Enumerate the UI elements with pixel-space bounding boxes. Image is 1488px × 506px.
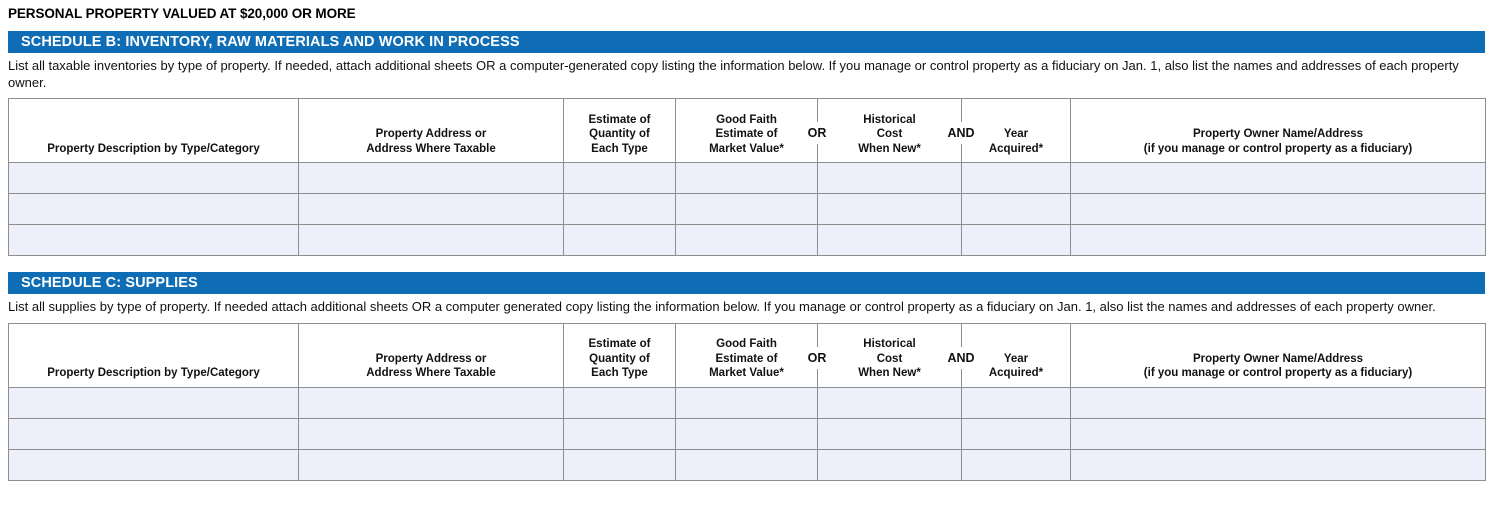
table-cell [563,162,676,194]
header-row: Property Description by Type/Category Pr… [8,98,1486,163]
table-cell [8,386,299,419]
table-cell [675,417,818,450]
table-cell [817,224,962,256]
table-cell [675,448,818,481]
table-cell [1070,417,1486,450]
table-cell [1070,162,1486,194]
table-row [8,386,1486,419]
schedule-b-table: Property Description by Type/Category Pr… [8,98,1486,256]
column-header-year-acquired: Year Acquired* [961,98,1071,163]
table-row [8,448,1486,481]
table-cell [8,193,299,225]
column-header-historical-cost: Historical Cost When New* [817,322,962,388]
table-cell [1070,448,1486,481]
table-cell [298,162,564,194]
schedule-b-header-bar: SCHEDULE B: INVENTORY, RAW MATERIALS AND… [8,31,1485,53]
table-cell [298,224,564,256]
table-cell [675,162,818,194]
column-header-property-description: Property Description by Type/Category [8,98,299,163]
schedule-c-table-wrap: Property Description by Type/Category Pr… [8,322,1486,481]
table-cell [817,162,962,194]
table-cell [961,448,1071,481]
schedule-c-section: SCHEDULE C: SUPPLIES List all supplies b… [8,272,1488,481]
column-header-property-owner: Property Owner Name/Address (if you mana… [1070,322,1486,388]
or-label: OR [804,122,830,144]
column-header-historical-cost: Historical Cost When New* [817,98,962,163]
table-cell [1070,193,1486,225]
schedule-c-table: Property Description by Type/Category Pr… [8,322,1486,481]
column-header-property-address: Property Address or Address Where Taxabl… [298,98,564,163]
page-title: PERSONAL PROPERTY VALUED AT $20,000 OR M… [8,6,356,21]
table-row [8,162,1486,194]
table-cell [298,448,564,481]
column-header-property-owner: Property Owner Name/Address (if you mana… [1070,98,1486,163]
table-cell [961,386,1071,419]
table-cell [817,193,962,225]
schedule-b-table-body [8,162,1486,256]
column-header-market-value: Good Faith Estimate of Market Value* [675,98,818,163]
table-row [8,193,1486,225]
schedule-b-bar-title: SCHEDULE B: INVENTORY, RAW MATERIALS AND… [21,34,520,50]
table-cell [961,193,1071,225]
table-cell [8,448,299,481]
or-label: OR [804,346,830,369]
schedule-c-bar-title: SCHEDULE C: SUPPLIES [21,275,198,291]
column-header-quantity-estimate: Estimate of Quantity of Each Type [563,322,676,388]
table-cell [675,193,818,225]
table-cell [8,417,299,450]
table-cell [675,224,818,256]
column-header-year-acquired: Year Acquired* [961,322,1071,388]
table-cell [298,193,564,225]
schedule-c-table-body [8,386,1486,481]
schedule-c-instructions: List all supplies by type of property. I… [8,299,1436,314]
table-cell [817,417,962,450]
schedule-c-header-bar: SCHEDULE C: SUPPLIES [8,272,1485,294]
schedule-b-table-header: Property Description by Type/Category Pr… [8,98,1486,163]
column-header-quantity-estimate: Estimate of Quantity of Each Type [563,98,676,163]
table-cell [563,448,676,481]
and-label: AND [944,122,978,144]
table-cell [961,417,1071,450]
table-cell [563,386,676,419]
schedule-b-section: SCHEDULE B: INVENTORY, RAW MATERIALS AND… [8,31,1488,256]
table-cell [563,224,676,256]
table-cell [675,386,818,419]
header-row: Property Description by Type/Category Pr… [8,322,1486,388]
column-header-property-address: Property Address or Address Where Taxabl… [298,322,564,388]
table-cell [961,162,1071,194]
table-cell [961,224,1071,256]
table-row [8,417,1486,450]
table-cell [817,386,962,419]
table-cell [8,224,299,256]
table-cell [298,386,564,419]
column-header-market-value: Good Faith Estimate of Market Value* [675,322,818,388]
and-label: AND [944,346,978,369]
table-cell [1070,224,1486,256]
table-cell [563,193,676,225]
table-row [8,224,1486,256]
column-header-property-description: Property Description by Type/Category [8,322,299,388]
table-cell [1070,386,1486,419]
schedule-c-table-header: Property Description by Type/Category Pr… [8,322,1486,388]
table-cell [817,448,962,481]
schedule-b-table-wrap: Property Description by Type/Category Pr… [8,98,1486,256]
table-cell [298,417,564,450]
table-cell [8,162,299,194]
table-cell [563,417,676,450]
schedule-b-instructions: List all taxable inventories by type of … [8,58,1459,90]
